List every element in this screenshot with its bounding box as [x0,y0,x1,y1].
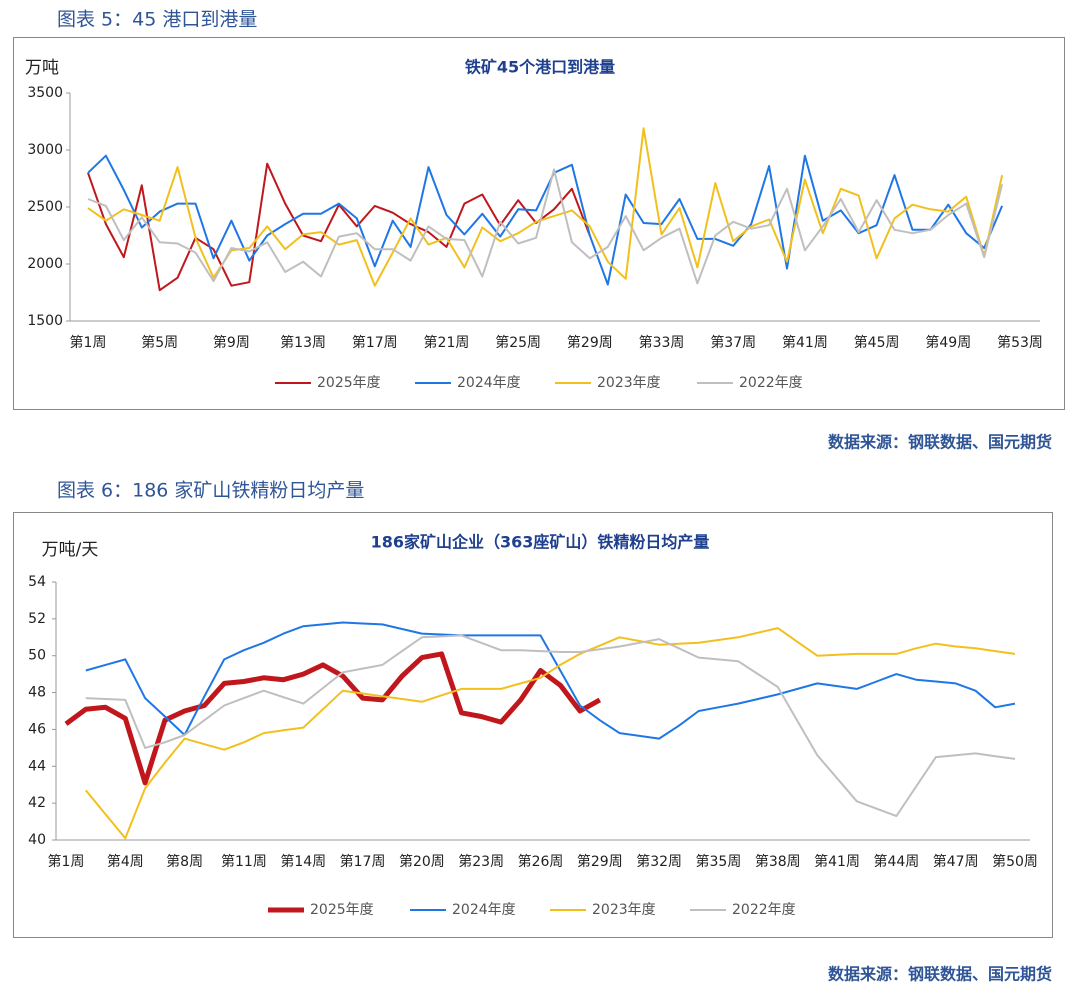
legend-label: 2022年度 [732,902,796,918]
x-tick-label: 第29周 [577,853,623,870]
series-line [64,651,602,786]
x-tick-label: 第49周 [925,334,971,351]
x-tick-label: 第20周 [399,853,445,870]
x-tick-label: 第8周 [166,853,203,870]
x-tick-label: 第38周 [755,853,801,870]
y-tick-label: 42 [28,795,46,811]
series-line [85,627,1016,840]
x-tick-label: 第23周 [458,853,504,870]
series-line [87,168,1004,285]
series-line [85,621,1016,740]
x-tick-label: 第17周 [352,334,398,351]
x-tick-label: 第1周 [48,853,85,870]
legend-label: 2025年度 [310,902,374,918]
caption: 图表 5：45 港口到港量 [57,9,257,31]
y-tick-label: 3000 [27,142,63,158]
x-tick-label: 第53周 [997,334,1043,351]
x-tick-label: 第13周 [280,334,326,351]
source: 数据来源：钢联数据、国元期货 [828,433,1052,452]
source: 数据来源：钢联数据、国元期货 [828,965,1052,984]
y-tick-label: 2500 [27,199,63,215]
x-tick-label: 第37周 [710,334,756,351]
legend-label: 2022年度 [739,375,803,391]
x-tick-label: 第41周 [782,334,828,351]
chart-title: 铁矿45个港口到港量 [465,58,615,77]
x-tick-label: 第14周 [280,853,326,870]
y-tick-label: 48 [28,685,46,701]
legend-label: 2024年度 [452,902,516,918]
chart-title: 186家矿山企业（363座矿山）铁精粉日均产量 [371,533,710,552]
x-tick-label: 第11周 [221,853,267,870]
y-axis-label: 万吨 [25,58,59,78]
y-axis-label: 万吨/天 [42,540,99,560]
x-tick-label: 第33周 [639,334,685,351]
x-tick-label: 第17周 [340,853,386,870]
x-tick-label: 第26周 [518,853,564,870]
y-tick-label: 54 [28,574,46,590]
x-tick-label: 第41周 [814,853,860,870]
x-tick-label: 第35周 [696,853,742,870]
legend-label: 2024年度 [457,375,521,391]
legend-label: 2023年度 [592,902,656,918]
y-tick-label: 1500 [27,313,63,329]
legend-label: 2025年度 [317,375,381,391]
chart-frame [13,37,1065,410]
legend-label: 2023年度 [597,375,661,391]
x-tick-label: 第25周 [495,334,541,351]
x-tick-label: 第21周 [424,334,470,351]
chart-frame [13,512,1053,938]
y-tick-label: 46 [28,721,46,737]
series-line [87,154,1004,286]
x-tick-label: 第29周 [567,334,613,351]
y-tick-label: 52 [28,611,46,627]
series-line [85,634,1016,817]
y-tick-label: 50 [28,648,46,664]
x-tick-label: 第1周 [70,334,107,351]
caption: 图表 6：186 家矿山铁精粉日均产量 [57,480,364,502]
y-tick-label: 40 [28,832,46,848]
x-tick-label: 第44周 [873,853,919,870]
x-tick-label: 第50周 [992,853,1038,870]
x-tick-label: 第47周 [933,853,979,870]
x-tick-label: 第5周 [141,334,178,351]
x-tick-label: 第9周 [213,334,250,351]
y-tick-label: 2000 [27,256,63,272]
y-tick-label: 3500 [27,85,63,101]
y-tick-label: 44 [28,758,46,774]
x-tick-label: 第45周 [854,334,900,351]
x-tick-label: 第32周 [636,853,682,870]
series-line [87,162,591,292]
x-tick-label: 第4周 [107,853,144,870]
